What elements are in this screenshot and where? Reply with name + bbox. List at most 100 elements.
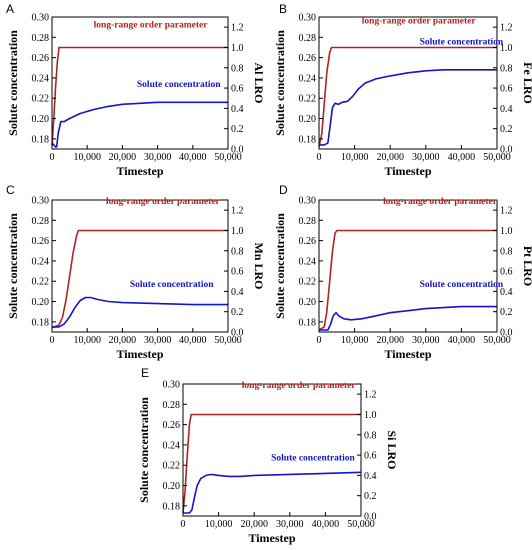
series-label-solute: Solute concentration [130, 280, 214, 290]
chart-panel-e: E 0 10,000 20,000 30,000 40,000 50,000 0.18 0.2 0… [137, 366, 399, 545]
y-left-axis-title: Solute concentration [6, 30, 20, 136]
x-tick-label: 50,000 [347, 519, 375, 530]
y-right-tick-label: 0.2 [364, 491, 377, 502]
y-right-tick-label: 0.6 [364, 451, 377, 462]
y-right-tick-label: 0.8 [231, 63, 244, 74]
x-axis-title: Timestep [116, 164, 163, 178]
y-left-tick-label: 0.22 [299, 277, 317, 288]
series-label-lro: long-range order parameter [106, 197, 221, 207]
x-tick-label: 10,000 [205, 519, 233, 530]
y-right-tick-label: 1.2 [364, 390, 377, 401]
y-left-tick-label: 0.22 [32, 94, 50, 105]
y-left-tick-label: 0.24 [299, 73, 317, 84]
panel-letter: E [141, 366, 149, 380]
y-right-tick-label: 0.0 [231, 145, 244, 156]
x-tick-label: 10,000 [73, 152, 101, 163]
y-left-tick-label: 0.30 [299, 13, 317, 24]
y-right-tick-label: 1.0 [364, 410, 377, 421]
y-left-tick-label: 0.18 [299, 134, 317, 145]
y-left-tick-label: 0.20 [299, 114, 317, 125]
plot-frame [318, 199, 498, 333]
x-tick-label: 40,000 [312, 519, 340, 530]
x-tick-label: 0 [317, 152, 322, 163]
y-right-tick-label: 0.2 [500, 124, 513, 135]
y-left-tick-label: 0.18 [163, 501, 181, 512]
x-tick-label: 20,000 [240, 519, 268, 530]
y-right-axis-title: Pt LRO [521, 246, 532, 286]
y-right-tick-label: 0.0 [500, 145, 513, 156]
x-tick-label: 0 [317, 335, 322, 346]
y-right-tick-label: 0.0 [500, 328, 513, 339]
y-left-tick-label: 0.30 [32, 196, 50, 207]
series-line-lro [51, 46, 228, 147]
y-left-tick-label: 0.18 [299, 317, 317, 328]
y-left-axis-title: Solute concentration [273, 30, 287, 136]
y-left-tick-label: 0.24 [163, 440, 181, 451]
series-label-lro: long-range order parameter [383, 197, 498, 207]
series-label-lro: long-range order parameter [362, 17, 477, 27]
series-line-solute [52, 296, 228, 328]
y-right-tick-label: 1.2 [231, 23, 244, 34]
x-tick-label: 0 [50, 152, 55, 163]
y-left-tick-label: 0.26 [299, 236, 317, 247]
x-tick-label: 20,000 [376, 152, 404, 163]
x-tick-label: 30,000 [276, 519, 304, 530]
x-axis-title: Timestep [384, 164, 431, 178]
chart-panel-a: A0 10,000 20,000 30,000 40,000 50,0000.180.20… [6, 2, 266, 178]
x-axis-title: Timestep [248, 531, 295, 545]
plot-frame [318, 16, 498, 150]
y-right-tick-label: 0.6 [500, 84, 513, 95]
y-right-tick-label: 0.8 [500, 63, 513, 74]
y-left-tick-label: 0.30 [32, 13, 50, 24]
y-right-tick-label: 1.2 [231, 206, 244, 217]
x-tick-label: 50,000 [483, 152, 511, 163]
series-label-lro: long-range order parameter [242, 381, 357, 391]
y-left-tick-label: 0.22 [299, 94, 317, 105]
plot-frame [182, 383, 362, 517]
x-tick-label: 0 [50, 335, 55, 346]
chart-panel-d: D0 10,000 20,000 30,000 40,000 50,0000.180.20… [273, 183, 532, 361]
x-tick-label: 40,000 [448, 335, 476, 346]
y-left-tick-label: 0.30 [299, 196, 317, 207]
y-left-tick-label: 0.18 [32, 317, 50, 328]
x-tick-label: 10,000 [73, 335, 101, 346]
y-right-tick-label: 1.0 [231, 43, 244, 54]
x-tick-label: 30,000 [144, 152, 172, 163]
x-axis-title: Timestep [116, 347, 163, 361]
y-right-tick-label: 0.6 [231, 84, 244, 95]
y-left-tick-label: 0.22 [32, 277, 50, 288]
y-left-tick-label: 0.20 [32, 297, 50, 308]
plot-frame [51, 199, 229, 333]
panel-letter: A [6, 2, 14, 16]
y-left-tick-label: 0.26 [32, 53, 50, 64]
series-line-lro [51, 229, 228, 329]
y-left-tick-label: 0.28 [163, 400, 181, 411]
y-right-tick-label: 0.4 [231, 104, 244, 115]
y-right-tick-label: 0.6 [500, 267, 513, 278]
x-tick-label: 40,000 [448, 152, 476, 163]
x-tick-label: 20,000 [109, 335, 137, 346]
panel-letter: C [6, 183, 15, 197]
x-tick-label: 50,000 [483, 335, 511, 346]
y-right-tick-label: 0.8 [364, 430, 377, 441]
x-tick-label: 40,000 [179, 152, 207, 163]
y-right-tick-label: 0.6 [231, 267, 244, 278]
panel-letter: D [279, 183, 288, 197]
panel-letter: B [279, 2, 287, 16]
y-right-tick-label: 1.2 [500, 206, 513, 217]
x-tick-label: 10,000 [341, 335, 369, 346]
y-left-tick-label: 0.20 [32, 114, 50, 125]
x-tick-label: 20,000 [109, 152, 137, 163]
y-left-tick-label: 0.24 [32, 73, 50, 84]
x-tick-label: 30,000 [144, 335, 172, 346]
series-line-lro [318, 229, 497, 331]
y-right-axis-title: Si LRO [385, 430, 399, 469]
x-tick-label: 50,000 [214, 152, 242, 163]
y-right-tick-label: 0.4 [364, 471, 377, 482]
y-right-tick-label: 0.4 [500, 104, 513, 115]
y-right-axis-title: Al LRO [252, 62, 266, 103]
plot-frame [51, 16, 229, 150]
x-tick-label: 0 [181, 519, 186, 530]
x-axis-title: Timestep [384, 347, 431, 361]
y-right-tick-label: 0.8 [500, 246, 513, 257]
